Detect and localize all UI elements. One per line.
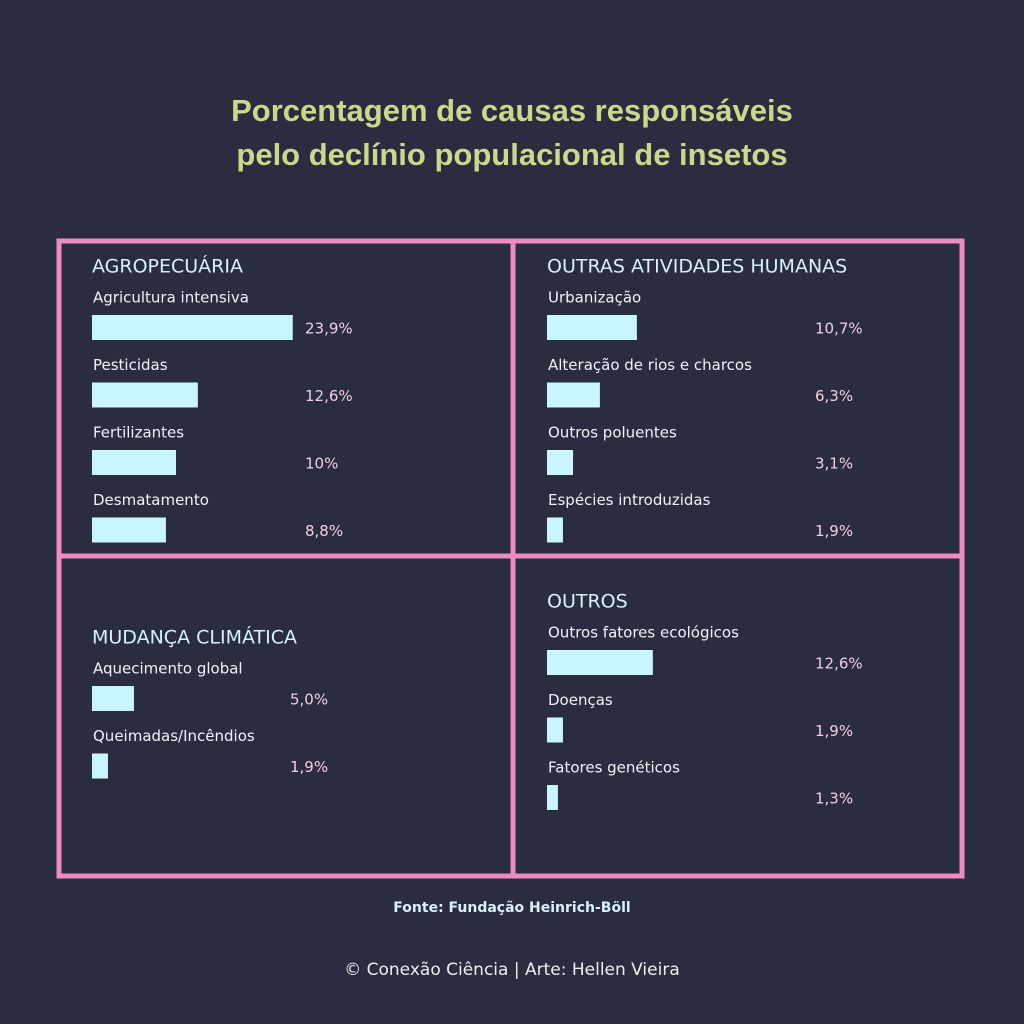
value-label: 23,9% xyxy=(305,320,353,338)
value-label: 3,1% xyxy=(815,455,853,473)
bar xyxy=(92,450,176,475)
category-label: Agricultura intensiva xyxy=(93,289,249,307)
category-label: Pesticidas xyxy=(93,356,168,374)
bar xyxy=(92,517,166,543)
title-line: Porcentagem de causas responsáveis xyxy=(231,93,793,128)
panel-title: OUTRAS ATIVIDADES HUMANAS xyxy=(547,256,847,278)
bar xyxy=(92,753,108,779)
bar xyxy=(547,717,563,743)
bar xyxy=(547,315,637,340)
source: Fonte: Fundação Heinrich-Böll xyxy=(393,900,630,916)
value-label: 1,9% xyxy=(815,722,853,740)
category-label: Aquecimento global xyxy=(93,660,243,678)
value-label: 1,9% xyxy=(815,522,853,540)
bar xyxy=(547,650,653,675)
value-label: 10,7% xyxy=(815,320,863,338)
category-label: Queimadas/Incêndios xyxy=(93,727,255,745)
category-label: Outros fatores ecológicos xyxy=(548,624,739,642)
panel-title: AGROPECUÁRIA xyxy=(92,255,243,278)
panel-title: OUTROS xyxy=(547,591,628,613)
value-label: 1,9% xyxy=(290,758,328,776)
category-label: Alteração de rios e charcos xyxy=(548,356,752,374)
credit: © Conexão Ciência | Arte: Hellen Vieira xyxy=(344,960,680,980)
value-label: 8,8% xyxy=(305,522,343,540)
title-line: pelo declínio populacional de insetos xyxy=(236,137,787,172)
category-label: Fertilizantes xyxy=(93,424,184,442)
bar xyxy=(547,382,600,408)
category-label: Outros poluentes xyxy=(548,424,677,442)
category-label: Doenças xyxy=(548,691,613,709)
category-label: Fatores genéticos xyxy=(548,759,680,777)
bar xyxy=(92,382,198,408)
bar xyxy=(547,517,563,543)
value-label: 12,6% xyxy=(815,655,863,673)
bar xyxy=(547,785,558,810)
bar xyxy=(547,450,574,475)
value-label: 6,3% xyxy=(815,387,853,405)
value-label: 1,3% xyxy=(815,790,853,808)
value-label: 10% xyxy=(305,455,338,473)
category-label: Urbanização xyxy=(548,289,641,307)
bar xyxy=(92,315,293,340)
bar xyxy=(92,686,134,711)
value-label: 12,6% xyxy=(305,387,353,405)
category-label: Desmatamento xyxy=(93,491,209,509)
panel-title: MUDANÇA CLIMÁTICA xyxy=(92,626,297,649)
value-label: 5,0% xyxy=(290,691,328,709)
category-label: Espécies introduzidas xyxy=(548,491,711,509)
